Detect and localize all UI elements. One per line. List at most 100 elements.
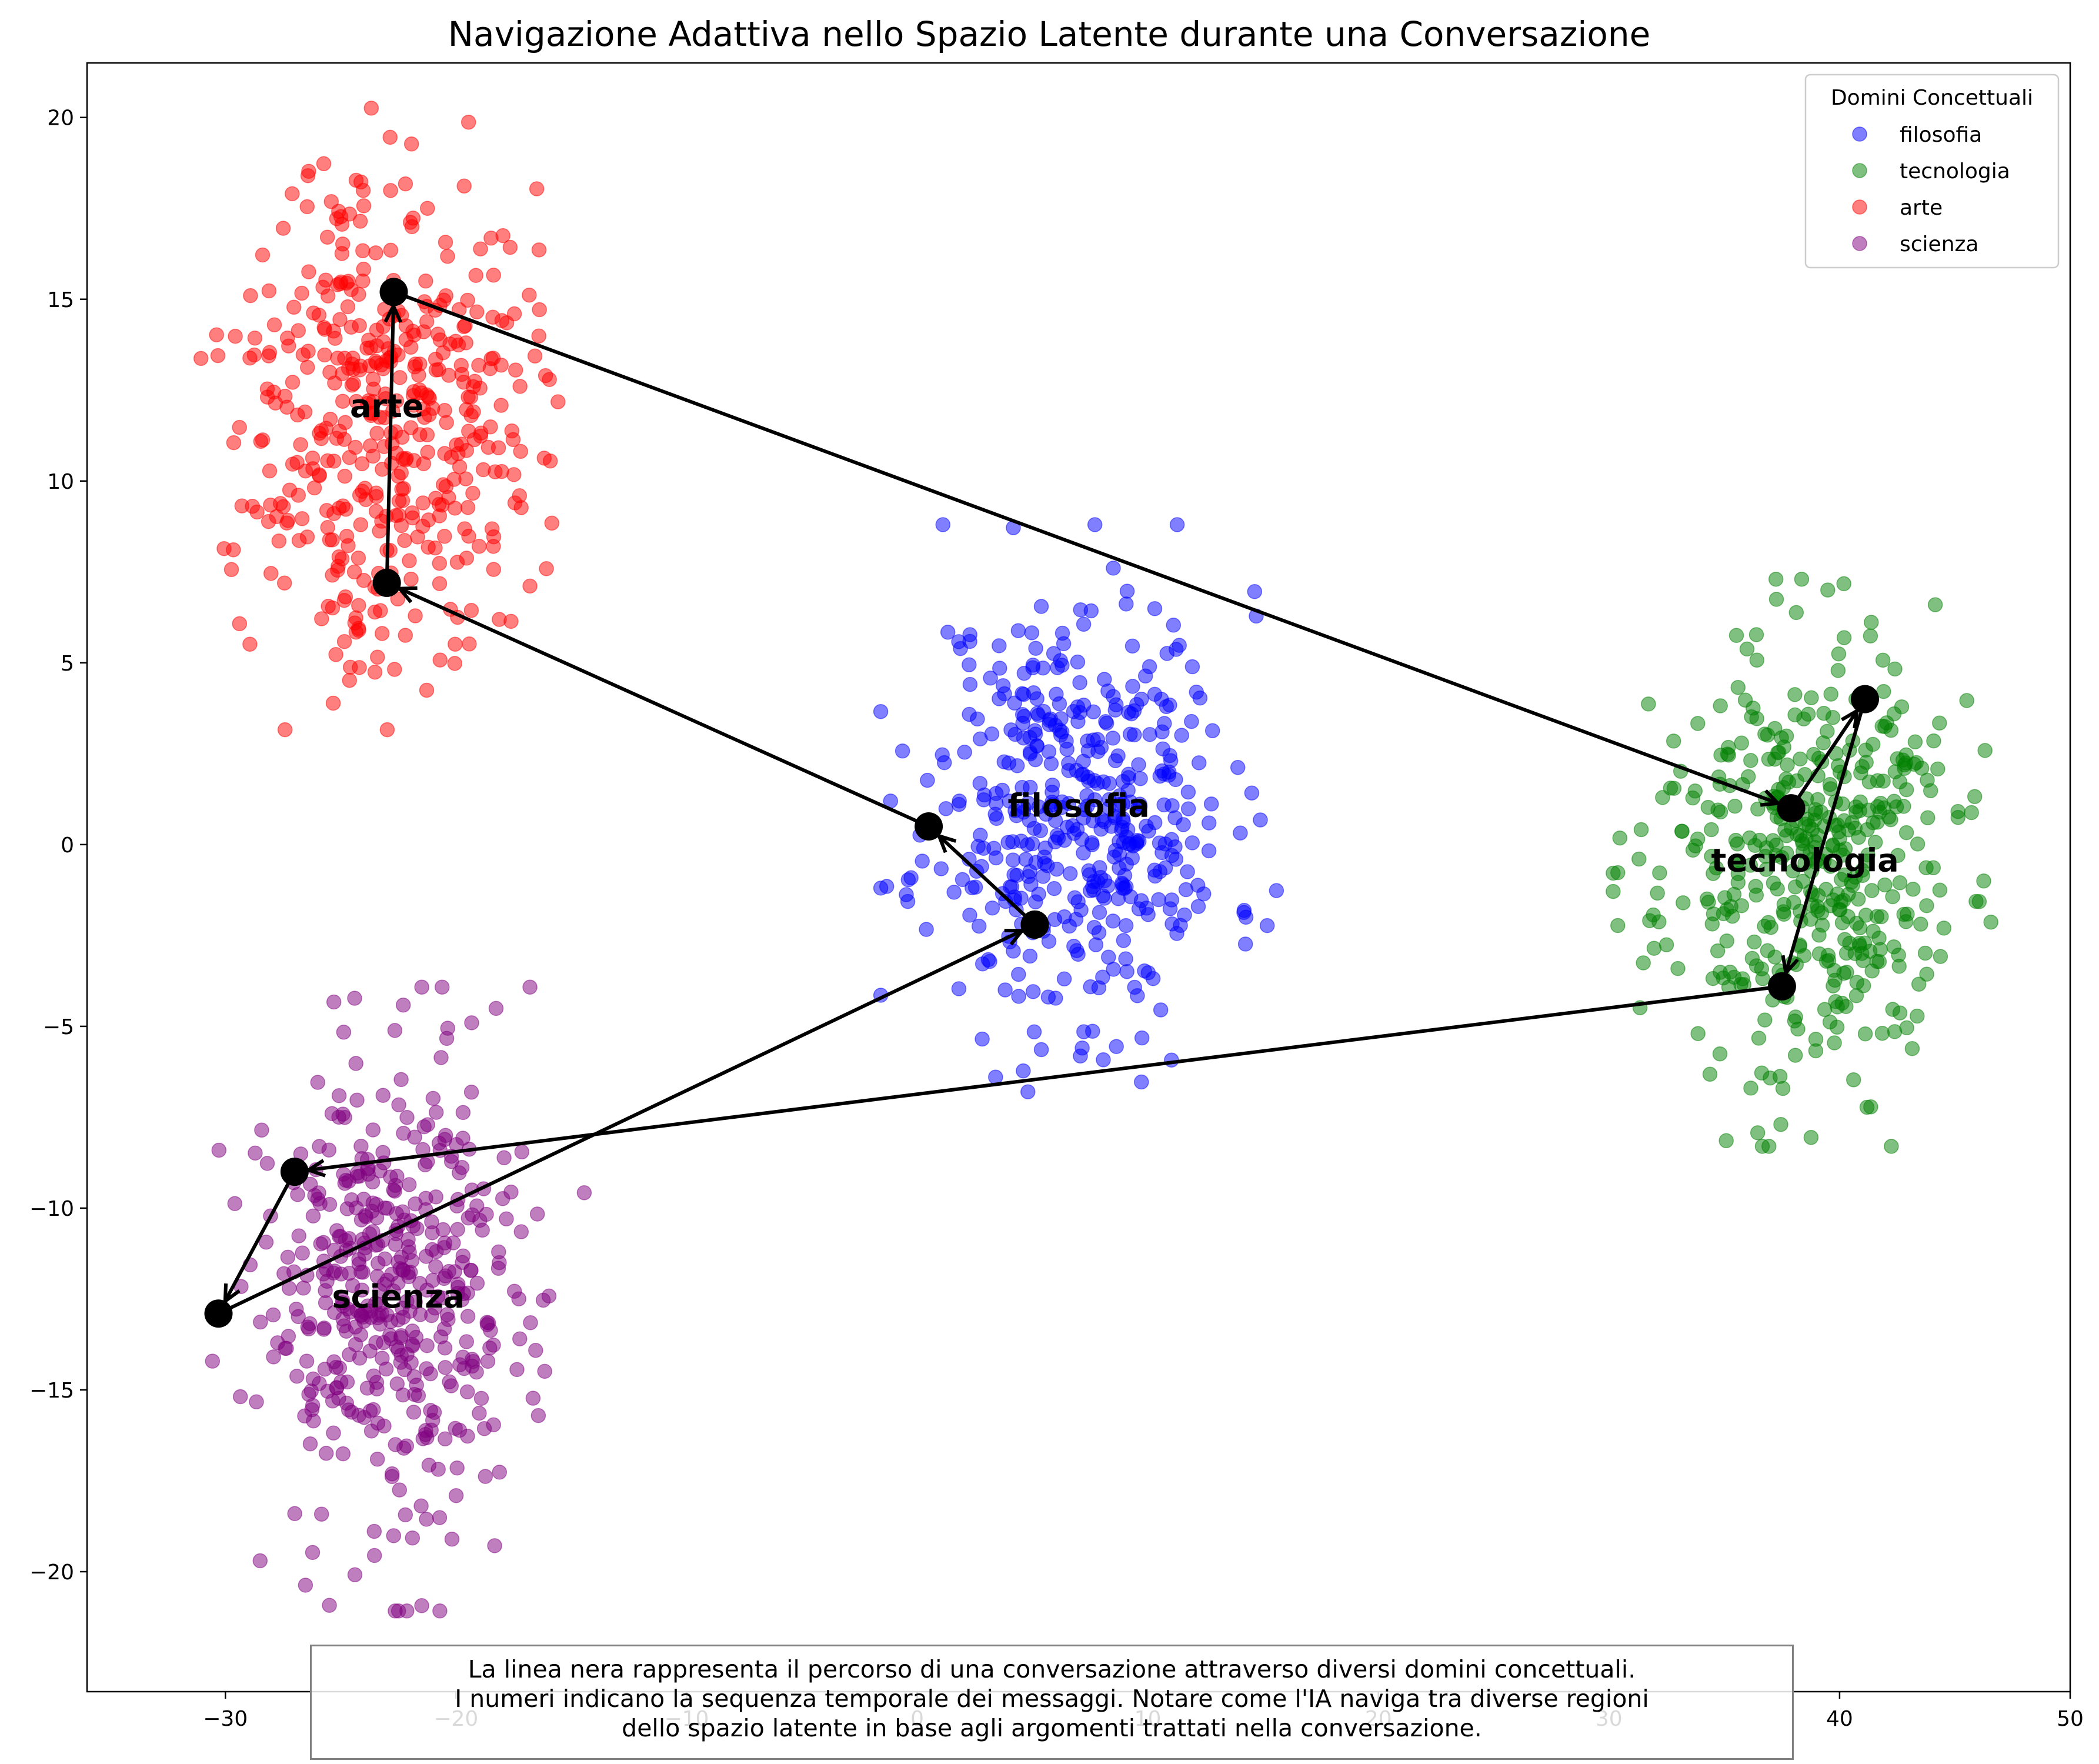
scatter-point-scienza — [419, 1338, 435, 1353]
scatter-point-tecnologia — [1898, 825, 1914, 841]
scatter-point-arte — [243, 288, 258, 304]
path-node — [1777, 794, 1806, 823]
scatter-point-filosofia — [1077, 802, 1092, 818]
scatter-point-tecnologia — [1917, 945, 1933, 961]
scatter-point-tecnologia — [1857, 935, 1873, 951]
scatter-point-scienza — [369, 1452, 385, 1467]
scatter-point-tecnologia — [1854, 862, 1870, 878]
scatter-point-scienza — [511, 1291, 526, 1306]
scatter-point-filosofia — [1052, 722, 1067, 738]
scatter-point-arte — [398, 318, 414, 334]
scatter-point-scienza — [354, 1282, 370, 1298]
scatter-point-tecnologia — [1650, 885, 1665, 901]
scatter-point-tecnologia — [1776, 906, 1792, 922]
scatter-point-filosofia — [1141, 823, 1156, 839]
scatter-point-arte — [436, 292, 452, 308]
scatter-point-scienza — [295, 1245, 310, 1261]
scatter-point-scienza — [509, 1362, 525, 1378]
scatter-point-arte — [266, 384, 282, 400]
path-node — [1020, 910, 1049, 939]
scatter-point-arte — [421, 539, 436, 555]
scatter-point-scienza — [444, 1531, 460, 1547]
scatter-point-filosofia — [962, 908, 977, 923]
scatter-point-scienza — [412, 1307, 428, 1322]
scatter-point-tecnologia — [1875, 652, 1891, 668]
scatter-point-scienza — [359, 1380, 375, 1396]
scatter-point-filosofia — [1083, 979, 1098, 995]
scatter-point-filosofia — [1184, 835, 1200, 851]
scatter-point-arte — [393, 518, 409, 533]
scatter-point-tecnologia — [1906, 882, 1921, 897]
scatter-point-tecnologia — [1852, 920, 1868, 936]
scatter-point-filosofia — [973, 731, 988, 746]
scatter-point-filosofia — [1130, 833, 1145, 848]
scatter-point-filosofia — [940, 625, 956, 640]
scatter-point-filosofia — [976, 787, 992, 803]
scatter-point-arte — [463, 389, 479, 405]
scatter-point-scienza — [530, 1408, 546, 1423]
scatter-point-scienza — [349, 1200, 364, 1216]
scatter-point-tecnologia — [1976, 873, 1991, 889]
scatter-point-scienza — [420, 1117, 435, 1132]
scatter-point-tecnologia — [1836, 576, 1851, 592]
scatter-point-filosofia — [951, 634, 966, 649]
scatter-point-filosofia — [1147, 686, 1163, 702]
scatter-point-scienza — [313, 1236, 329, 1252]
scatter-point-filosofia — [1027, 894, 1043, 910]
scatter-point-arte — [506, 306, 522, 322]
scatter-point-tecnologia — [1631, 851, 1647, 867]
scatter-point-arte — [320, 288, 336, 304]
scatter-point-scienza — [352, 1350, 368, 1366]
scatter-point-filosofia — [988, 796, 1004, 811]
scatter-point-filosofia — [1052, 696, 1067, 712]
scatter-point-tecnologia — [1690, 1026, 1706, 1041]
scatter-point-tecnologia — [1763, 1070, 1778, 1086]
scatter-point-arte — [447, 656, 463, 671]
scatter-point-filosofia — [1151, 892, 1166, 908]
scatter-point-scienza — [266, 1349, 281, 1365]
series-tecnologia — [1606, 571, 1998, 1154]
scatter-point-tecnologia — [1849, 975, 1865, 990]
scatter-point-filosofia — [1066, 938, 1082, 954]
scatter-point-scienza — [392, 1482, 408, 1498]
scatter-point-scienza — [322, 1196, 338, 1212]
scatter-point-arte — [291, 488, 306, 503]
scatter-point-scienza — [302, 1436, 318, 1452]
scatter-point-tecnologia — [1685, 790, 1701, 806]
path-segment — [937, 835, 1036, 926]
scatter-point-arte — [506, 467, 522, 482]
scatter-point-scienza — [382, 1328, 398, 1343]
scatter-point-tecnologia — [1968, 893, 1984, 909]
scatter-point-filosofia — [1120, 782, 1136, 798]
scatter-point-arte — [301, 264, 316, 279]
scatter-point-filosofia — [1005, 852, 1021, 868]
scatter-point-filosofia — [1087, 517, 1103, 532]
scatter-point-filosofia — [1157, 860, 1173, 875]
scatter-point-scienza — [514, 1144, 530, 1160]
scatter-point-tecnologia — [1757, 848, 1773, 864]
scatter-point-filosofia — [1046, 881, 1062, 896]
scatter-point-filosofia — [1204, 723, 1220, 739]
scatter-point-scienza — [349, 1092, 365, 1108]
scatter-point-arte — [323, 194, 339, 209]
scatter-point-arte — [286, 299, 302, 315]
scatter-point-arte — [291, 533, 307, 548]
scatter-point-tecnologia — [1712, 1046, 1728, 1062]
scatter-point-filosofia — [1020, 1084, 1036, 1099]
scatter-point-tecnologia — [1744, 951, 1760, 966]
scatter-point-arte — [245, 498, 260, 514]
scatter-point-filosofia — [933, 861, 949, 876]
scatter-point-scienza — [432, 1510, 448, 1525]
scatter-point-scienza — [576, 1185, 592, 1201]
scatter-point-arte — [325, 568, 340, 583]
scatter-point-scienza — [331, 1088, 347, 1103]
scatter-point-scienza — [425, 1225, 440, 1241]
scatter-point-filosofia — [1233, 825, 1248, 841]
scatter-point-scienza — [455, 1131, 470, 1146]
scatter-point-scienza — [473, 1390, 489, 1406]
scatter-point-tecnologia — [1702, 1066, 1718, 1082]
scatter-point-arte — [488, 464, 503, 479]
scatter-point-filosofia — [989, 811, 1005, 826]
scatter-point-arte — [329, 431, 345, 446]
